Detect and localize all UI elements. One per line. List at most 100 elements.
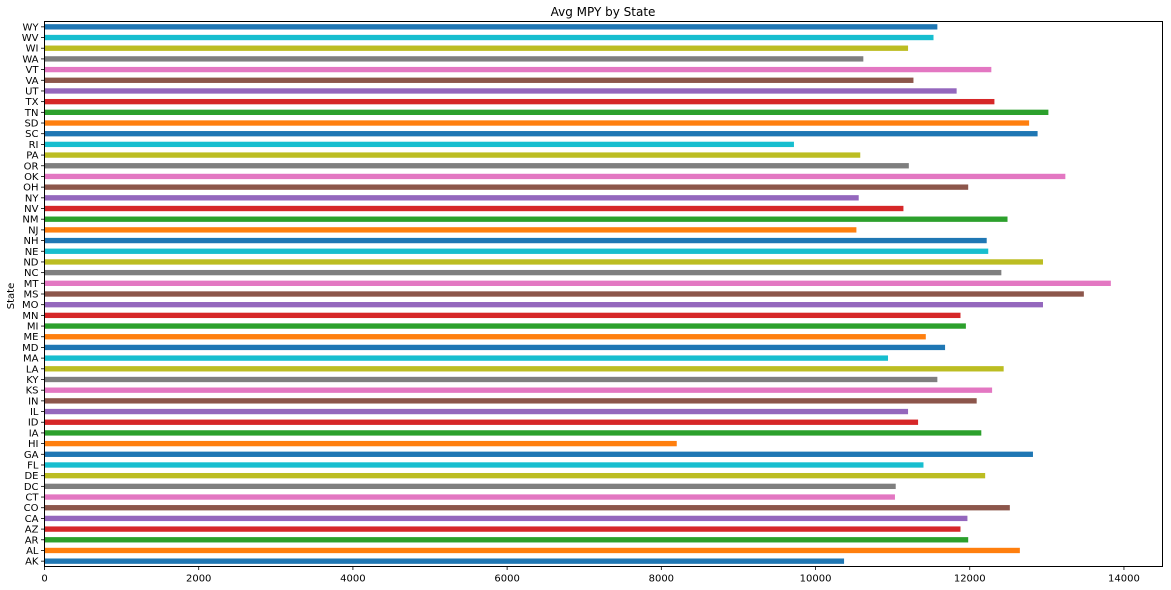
y-tick-label: IN bbox=[28, 396, 38, 407]
bar-ga bbox=[44, 451, 1033, 457]
y-tick-label: VT bbox=[26, 65, 40, 76]
y-tick-label: MA bbox=[23, 354, 39, 365]
y-tick-label: IA bbox=[29, 428, 39, 439]
bar-nm bbox=[44, 216, 1008, 222]
bar-ct bbox=[44, 494, 895, 500]
x-tick-label: 2000 bbox=[186, 574, 211, 585]
y-tick-label: NH bbox=[24, 236, 39, 247]
y-tick-label: SD bbox=[24, 119, 38, 130]
y-tick-label: MI bbox=[27, 322, 39, 333]
bar-nh bbox=[44, 237, 987, 244]
bar-nv bbox=[44, 205, 904, 212]
bar-ri bbox=[44, 141, 794, 148]
bar-ny bbox=[44, 195, 859, 201]
bar-va bbox=[44, 77, 914, 83]
y-tick-label: CA bbox=[25, 514, 39, 525]
bar-ks bbox=[44, 387, 993, 393]
y-tick-label: NV bbox=[24, 204, 38, 215]
bar-ak bbox=[44, 558, 845, 564]
bar-mt bbox=[44, 280, 1111, 286]
bar-wi bbox=[44, 45, 909, 51]
x-tick-label: 14000 bbox=[1108, 574, 1140, 585]
y-tick-label: NC bbox=[24, 268, 38, 279]
y-tick-label: OH bbox=[23, 183, 38, 194]
bar-wy bbox=[44, 24, 938, 30]
bar-vt bbox=[44, 66, 992, 73]
y-tick-label: GA bbox=[24, 450, 39, 461]
y-tick-label: WI bbox=[26, 44, 39, 55]
bar-pa bbox=[44, 152, 861, 158]
y-tick-label: HI bbox=[28, 439, 38, 450]
bar-ar bbox=[44, 537, 969, 543]
y-tick-label: TN bbox=[24, 108, 39, 119]
bar-ut bbox=[44, 88, 957, 94]
bar-sd bbox=[44, 120, 1030, 126]
bar-ca bbox=[44, 515, 968, 522]
y-tick-label: UT bbox=[25, 86, 39, 97]
y-tick-label: ME bbox=[24, 332, 39, 343]
bar-ok bbox=[44, 173, 1066, 180]
y-tick-label: AR bbox=[25, 535, 39, 546]
bar-in bbox=[44, 398, 977, 404]
y-tick-label: CT bbox=[25, 493, 39, 504]
y-tick-label: SC bbox=[25, 129, 38, 140]
y-tick-label: NY bbox=[25, 193, 39, 204]
bar-nj bbox=[44, 227, 857, 233]
y-tick-label: DC bbox=[24, 482, 39, 493]
y-tick-label: AL bbox=[26, 546, 39, 557]
y-tick-label: MS bbox=[24, 290, 39, 301]
x-tick-label: 0 bbox=[41, 574, 47, 585]
bar-ms bbox=[44, 291, 1084, 297]
y-tick-label: NM bbox=[22, 215, 38, 226]
y-tick-label: CO bbox=[24, 503, 39, 514]
y-tick-label: RI bbox=[29, 140, 39, 151]
x-axis-ticks: 0 2000 4000 6000 8000 10000 12000 14000 bbox=[41, 566, 1140, 585]
bar-oh bbox=[44, 184, 969, 190]
y-tick-label: MO bbox=[22, 300, 39, 311]
chart-title: Avg MPY by State bbox=[551, 5, 656, 19]
y-tick-label: OR bbox=[24, 161, 39, 172]
bar-al bbox=[44, 547, 1020, 554]
y-axis-label: State bbox=[6, 283, 17, 309]
y-tick-label: FL bbox=[27, 460, 39, 471]
y-tick-label: IL bbox=[30, 407, 39, 418]
y-tick-label: VA bbox=[25, 76, 38, 87]
bar-de bbox=[44, 472, 986, 479]
bar-wa bbox=[44, 56, 864, 62]
bar-mi bbox=[44, 323, 966, 329]
x-tick-label: 10000 bbox=[800, 574, 832, 585]
bar-mo bbox=[44, 302, 1043, 308]
bar-dc bbox=[44, 483, 896, 490]
bar-il bbox=[44, 408, 909, 415]
y-tick-label: LA bbox=[26, 364, 39, 375]
bar-co bbox=[44, 505, 1010, 511]
y-tick-label: DE bbox=[24, 471, 38, 482]
y-tick-label: WA bbox=[22, 54, 38, 65]
y-tick-label: KY bbox=[26, 375, 39, 386]
bar-tx bbox=[44, 98, 995, 105]
bar-ky bbox=[44, 376, 938, 383]
bar-me bbox=[44, 334, 926, 340]
y-tick-label: MD bbox=[22, 343, 39, 354]
bar-fl bbox=[44, 462, 924, 468]
bar-ia bbox=[44, 430, 982, 436]
y-tick-label: ND bbox=[23, 257, 38, 268]
bar-la bbox=[44, 366, 1004, 372]
x-tick-label: 6000 bbox=[494, 574, 519, 585]
bar-az bbox=[44, 526, 961, 532]
bar-mn bbox=[44, 312, 961, 319]
y-tick-label: NE bbox=[25, 247, 39, 258]
x-tick-label: 12000 bbox=[954, 574, 986, 585]
y-tick-label: WV bbox=[22, 33, 39, 44]
y-axis-ticks: AKALARAZCACOCTDCDEFLGAHIIAIDILINKSKYLAMA… bbox=[22, 22, 45, 568]
bar-nc bbox=[44, 269, 1002, 276]
bar-ne bbox=[44, 248, 989, 254]
y-tick-label: TX bbox=[25, 97, 39, 108]
y-tick-label: AK bbox=[25, 557, 39, 568]
y-tick-label: AZ bbox=[25, 525, 39, 536]
y-tick-label: ID bbox=[28, 418, 39, 429]
bar-nd bbox=[44, 259, 1043, 265]
bar-hi bbox=[44, 440, 677, 447]
bar-or bbox=[44, 163, 909, 169]
bar-sc bbox=[44, 131, 1038, 137]
